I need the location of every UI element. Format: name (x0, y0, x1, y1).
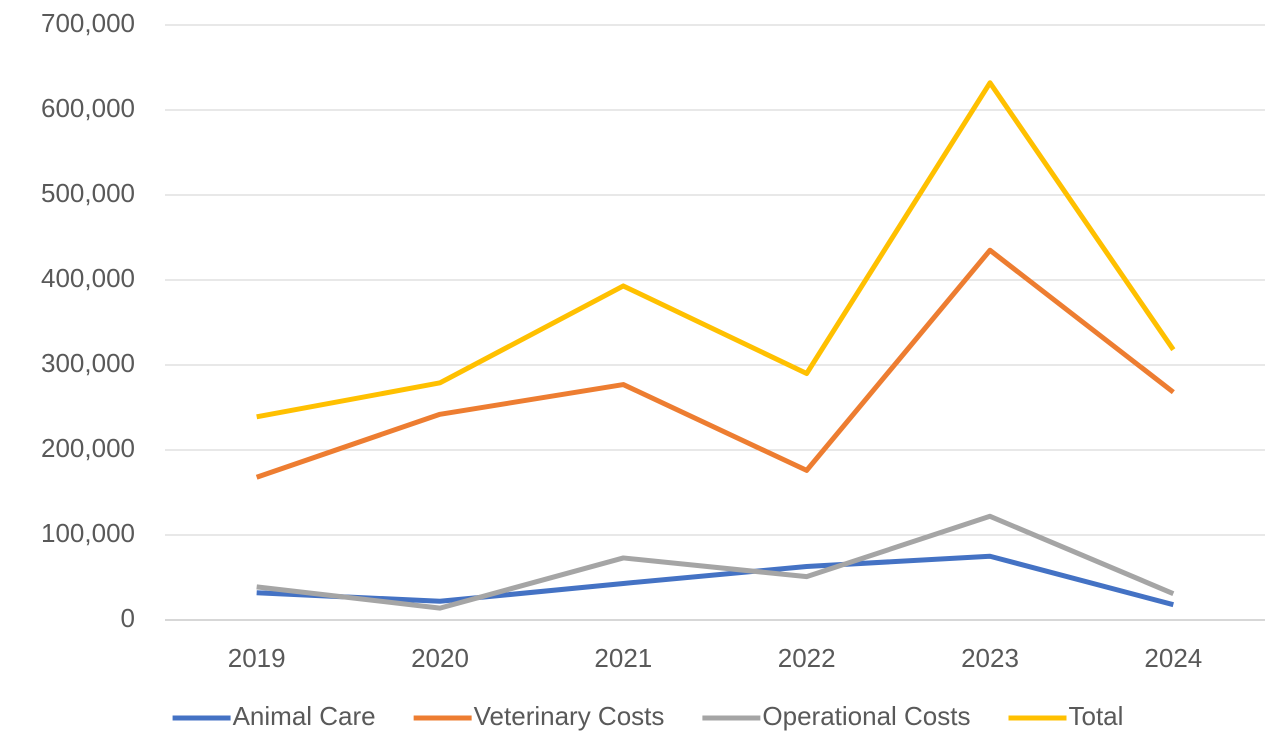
series-line (256, 513, 1175, 611)
x-tick-label: 2023 (961, 643, 1019, 673)
x-tick-label: 2021 (594, 643, 652, 673)
x-tick-label: 2024 (1144, 643, 1202, 673)
y-tick-label: 500,000 (41, 178, 135, 208)
y-tick-label: 400,000 (41, 263, 135, 293)
series-line (255, 247, 1175, 480)
legend-label: Total (1069, 701, 1124, 731)
y-tick-label: 0 (121, 603, 135, 633)
series-line (256, 80, 1176, 420)
y-tick-label: 600,000 (41, 93, 135, 123)
y-tick-label: 100,000 (41, 518, 135, 548)
x-tick-label: 2020 (411, 643, 469, 673)
y-tick-label: 700,000 (41, 8, 135, 38)
x-tick-label: 2019 (228, 643, 286, 673)
y-tick-label: 200,000 (41, 433, 135, 463)
x-tick-label: 2022 (778, 643, 836, 673)
legend-label: Operational Costs (762, 701, 970, 731)
legend-label: Animal Care (233, 701, 376, 731)
y-tick-label: 300,000 (41, 348, 135, 378)
legend-label: Veterinary Costs (474, 701, 665, 731)
series-line (256, 553, 1174, 608)
